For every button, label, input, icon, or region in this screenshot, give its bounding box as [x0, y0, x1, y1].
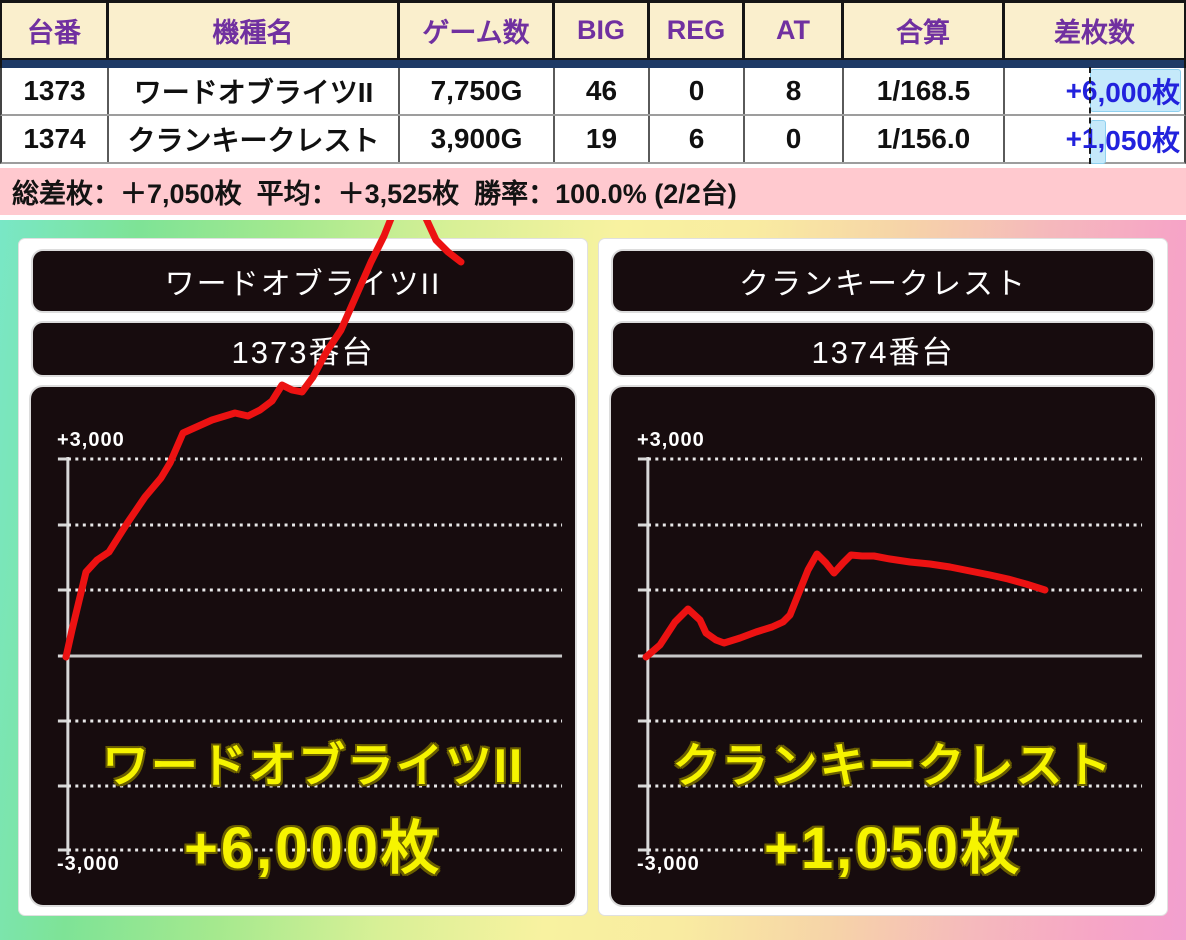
col-header-game-count: ゲーム数 [400, 3, 555, 58]
diff-selected-text: ,000枚 [1097, 77, 1181, 108]
graph-card-1373: ワードオブライツII 1373番台 [18, 238, 588, 916]
table-row[interactable]: 1373 ワードオブライツII 7,750G 46 0 8 1/168.5 +6… [0, 68, 1186, 116]
graph-diff-value-overlay: +6,000枚 [183, 816, 442, 881]
machine-name-banner: クランキークレスト [611, 249, 1155, 313]
diff-selected-text: , [1097, 123, 1106, 154]
slump-graph-panel: +3,000 -3,000 クランキークレスト +1,050枚 [609, 385, 1157, 907]
machine-name-text: ワードオブライツII [164, 268, 442, 301]
machine-name-banner: ワードオブライツII [31, 249, 575, 313]
combined-cell: 1/156.0 [844, 116, 1005, 162]
machine-number-banner: 1373番台 [31, 321, 575, 377]
machine-name-text: クランキークレスト [739, 268, 1027, 301]
big-cell: 19 [555, 116, 650, 162]
game-count-cell: 3,900G [400, 116, 555, 162]
col-header-machine-no: 台番 [2, 3, 109, 58]
slump-graph-panel: +3,000 -3,000 ワードオブライツII +6,000枚 [29, 385, 577, 907]
diff-medals-cell[interactable]: +6,000枚 [1005, 68, 1184, 114]
reg-cell: 6 [650, 116, 745, 162]
graph-machine-name-overlay: ワードオブライツII [101, 739, 525, 792]
summary-row: 総差枚：＋7,050枚 平均：＋3,525枚 勝率：100.0% (2/2台) [0, 168, 1186, 215]
machine-no-cell: 1373 [2, 68, 109, 114]
graph-section: ワードオブライツII 1373番台 [0, 220, 1186, 940]
col-header-reg: REG [650, 3, 745, 58]
diff-medals-cell[interactable]: +1, 050枚 [1005, 116, 1184, 162]
machine-number-banner: 1374番台 [611, 321, 1155, 377]
combined-cell: 1/168.5 [844, 68, 1005, 114]
selection-highlight [1090, 69, 1181, 112]
graph-diff-value-overlay: +1,050枚 [763, 816, 1022, 881]
selection-dashed-border [1089, 67, 1091, 164]
col-header-diff-medals: 差枚数 [1054, 18, 1135, 48]
diff-text: +1 [1065, 123, 1098, 154]
machine-no-cell: 1374 [2, 116, 109, 162]
graph-card-1374: クランキークレスト 1374番台 [598, 238, 1168, 916]
header-divider-bar [0, 60, 1186, 68]
summary-text: 総差枚：＋7,050枚 平均：＋3,525枚 勝率：100.0% (2/2台) [12, 179, 737, 209]
y-max-label: +3,000 [637, 429, 705, 451]
reg-cell: 0 [650, 68, 745, 114]
col-header-at: AT [745, 3, 844, 58]
col-header-big: BIG [555, 3, 650, 58]
table-row[interactable]: 1374 クランキークレスト 3,900G 19 6 0 1/156.0 +1,… [0, 116, 1186, 164]
at-cell: 8 [745, 68, 844, 114]
at-cell: 0 [745, 116, 844, 162]
y-min-label: -3,000 [57, 853, 120, 875]
model-name-cell: クランキークレスト [109, 116, 400, 162]
col-header-combined: 合算 [844, 3, 1005, 58]
machine-data-table: 台番 機種名 ゲーム数 BIG REG AT 合算 差枚数 1373 ワードオブ… [0, 0, 1186, 220]
model-name-cell: ワードオブライツII [109, 68, 400, 114]
big-cell: 46 [555, 68, 650, 114]
y-max-label: +3,000 [57, 429, 125, 451]
y-min-label: -3,000 [637, 853, 700, 875]
diff-text: 050枚 [1105, 125, 1180, 156]
machine-number-text: 1373番台 [231, 334, 375, 370]
graph-machine-name-overlay: クランキークレスト [672, 739, 1114, 792]
diff-text: +6 [1065, 75, 1098, 106]
col-header-model-name: 機種名 [109, 3, 400, 58]
table-header-row: 台番 機種名 ゲーム数 BIG REG AT 合算 差枚数 [0, 0, 1186, 60]
machine-number-text: 1374番台 [811, 334, 955, 370]
game-count-cell: 7,750G [400, 68, 555, 114]
